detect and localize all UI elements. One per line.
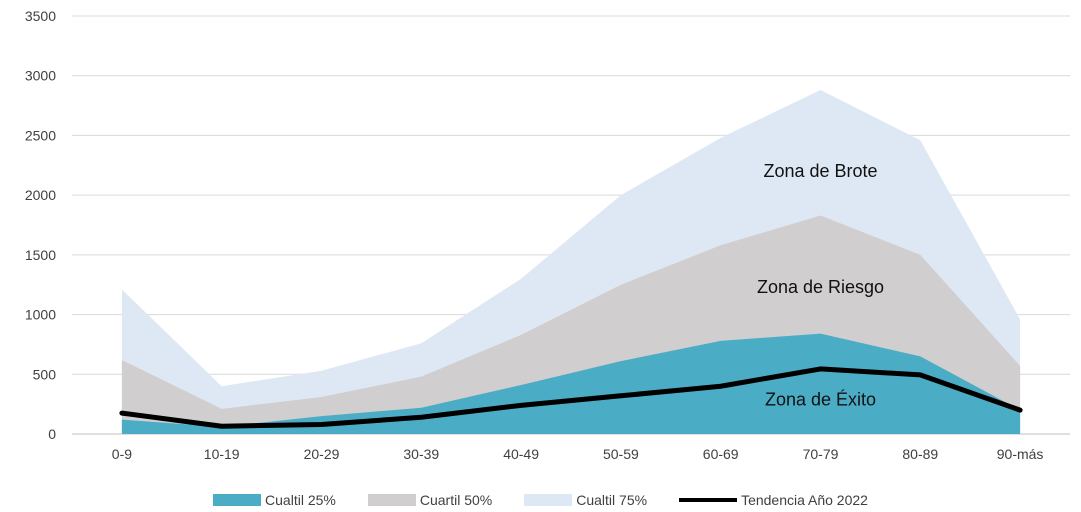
legend-item-cuartil-25: Cualtil 25% (213, 492, 336, 508)
x-axis-ticks: 0-9 10-19 20-29 30-39 40-49 50-59 60-69 70-79 80… (112, 446, 1044, 462)
x-tick-label-3: 30-39 (403, 446, 439, 462)
y-tick-label-0: 0 (48, 426, 56, 442)
x-tick-label-9: 90-más (997, 446, 1044, 462)
y-tick-label-3500: 3500 (25, 8, 56, 24)
legend-swatch-cuartil-25 (213, 494, 262, 506)
trend-line-series (119, 366, 1023, 429)
legend-item-tendencia: Tendencia Año 2022 (679, 492, 868, 508)
legend: Cualtil 25% Cuartil 50% Cualtil 75% Tend… (0, 488, 1081, 512)
x-tick-label-2: 20-29 (304, 446, 340, 462)
x-tick-label-8: 80-89 (902, 446, 938, 462)
y-axis-ticks: 0 500 1000 1500 2000 2500 3000 3500 (25, 8, 56, 442)
area-series (121, 90, 1021, 434)
legend-item-cuartil-75: Cualtil 75% (524, 492, 647, 508)
legend-label-cuartil-50: Cuartil 50% (419, 492, 493, 508)
y-tick-label-500: 500 (33, 366, 57, 382)
zone-label-1: Zona de Riesgo (757, 277, 884, 297)
y-tick-label-3000: 3000 (25, 68, 56, 84)
x-tick-label-7: 70-79 (803, 446, 839, 462)
zone-label-2: Zona de Éxito (765, 389, 876, 409)
area-0 (121, 333, 1021, 434)
legend-label-cuartil-25: Cualtil 25% (265, 492, 336, 508)
legend-label-cuartil-75: Cualtil 75% (576, 492, 648, 508)
x-tick-label-0: 0-9 (112, 446, 132, 462)
x-tick-label-5: 50-59 (603, 446, 639, 462)
x-tick-label-6: 60-69 (703, 446, 739, 462)
zone-label-0: Zona de Brote (763, 161, 877, 181)
trend-line (119, 366, 1023, 429)
y-tick-label-2000: 2000 (25, 187, 56, 203)
y-tick-label-1000: 1000 (25, 307, 56, 323)
x-tick-label-4: 40-49 (503, 446, 539, 462)
legend-label-tendencia: Tendencia Año 2022 (741, 492, 868, 508)
y-tick-label-1500: 1500 (25, 247, 56, 263)
zone-annotations: Zona de Brote Zona de Riesgo Zona de Éxito (757, 161, 884, 409)
legend-swatch-tendencia (679, 498, 738, 502)
legend-swatch-cuartil-50 (367, 494, 416, 506)
y-tick-label-2500: 2500 (25, 127, 56, 143)
chart-svg: 0 500 1000 1500 2000 2500 3000 3500 0-9 10-19 20-… (25, 8, 1070, 462)
x-tick-label-1: 10-19 (204, 446, 240, 462)
legend-item-cuartil-50: Cuartil 50% (367, 492, 493, 508)
legend-swatch-cuartil-75 (524, 494, 573, 506)
